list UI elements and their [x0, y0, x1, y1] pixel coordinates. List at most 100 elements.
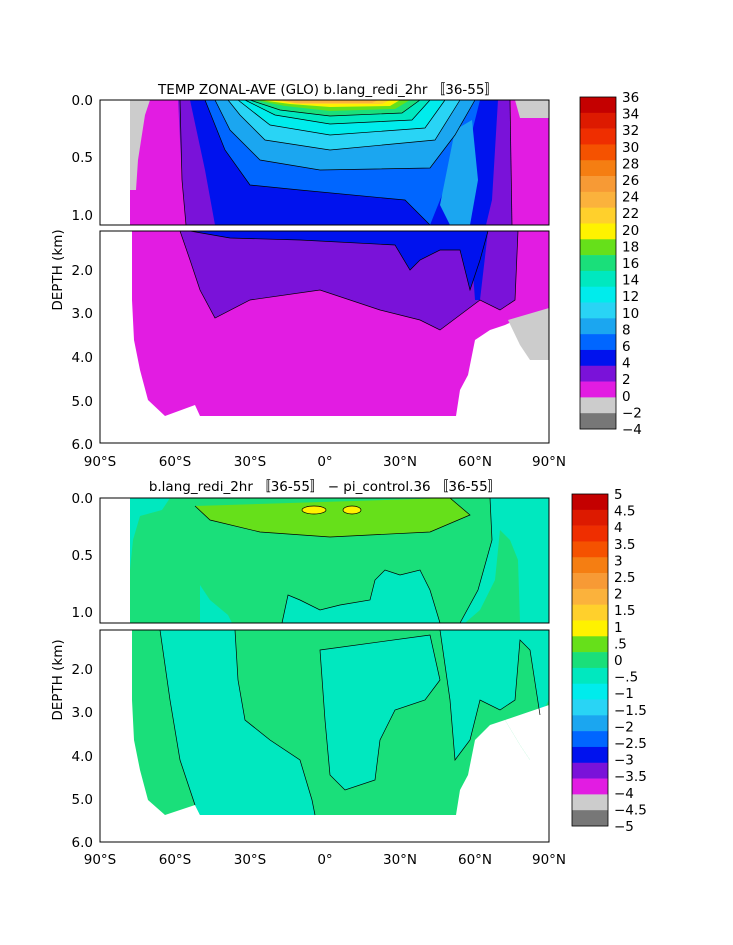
colorbar-swatch [572, 604, 608, 621]
colorbar-swatch [572, 525, 608, 542]
y-tick-label: 4.0 [72, 749, 93, 765]
colorbar-tick-label: 24 [622, 190, 639, 206]
colorbar-frame [579, 96, 617, 430]
colorbar-tick-label: 6 [622, 339, 631, 355]
x-tick-label: 30°S [234, 852, 267, 868]
colorbar-tick-label: 34 [622, 107, 639, 123]
colorbar-tick-label: −4 [622, 422, 642, 438]
colorbar-swatch [580, 318, 616, 335]
colorbar-tick-label: 2 [622, 372, 631, 388]
colorbar-swatch [572, 778, 608, 795]
colorbar-tick-label: −3 [614, 753, 634, 769]
colorbar-swatch [580, 191, 616, 208]
colorbar-tick-label: −3.5 [614, 769, 647, 785]
x-tick-label: 60°S [159, 852, 192, 868]
colorbar-tick-label: 8 [622, 322, 631, 338]
y-tick-label: 5.0 [72, 394, 93, 410]
colorbar-swatch [580, 144, 616, 161]
colorbar-tick-label: 12 [622, 289, 639, 305]
colorbar-tick-label: 4 [622, 356, 631, 372]
colorbar-swatch [580, 349, 616, 367]
colorbar-swatch [572, 715, 608, 732]
x-tick-label: 90°S [84, 852, 117, 868]
y-tick-label: 3.0 [72, 705, 93, 721]
upper-plot-frame [99, 497, 550, 624]
colorbar-swatch [580, 112, 616, 129]
upper-plot-area [99, 99, 550, 226]
colorbar-swatch [572, 810, 608, 827]
colorbar-swatch [580, 397, 616, 414]
lower-plot-frame [99, 629, 550, 843]
colorbar-tick-label: −.5 [614, 670, 638, 686]
y-tick-label: 0.0 [72, 93, 93, 109]
colorbar-swatch [572, 731, 608, 748]
x-tick-label: 30°N [383, 454, 417, 470]
colorbar-swatch [580, 381, 616, 398]
colorbar-swatch [580, 334, 616, 351]
x-tick-label: 0° [317, 454, 332, 470]
y-tick-label: 2.0 [72, 662, 93, 678]
lower-plot-area [99, 629, 550, 843]
y-tick-label: 3.0 [72, 306, 93, 322]
x-tick-label: 0° [317, 852, 332, 868]
x-tick-label: 60°N [458, 852, 492, 868]
colorbar-tick-label: 28 [622, 156, 639, 172]
colorbar-tick-label: −5 [614, 819, 634, 835]
colorbar-tick-label: 18 [622, 239, 639, 255]
colorbar-tick-label: 30 [622, 140, 639, 156]
colorbar-tick-label: .5 [614, 636, 627, 652]
colorbar-swatch [572, 652, 608, 669]
y-tick-label: 0.0 [72, 491, 93, 507]
colorbar-swatch [580, 302, 616, 319]
colorbar-swatch [580, 128, 616, 145]
colorbar-swatch [580, 160, 616, 177]
colorbar-swatch [580, 270, 616, 288]
y-axis: 0.0 0.5 1.0 2.0 3.0 4.0 5.0 6.0 DEPTH (k… [50, 93, 93, 453]
colorbar-swatch [580, 255, 616, 272]
y-tick-label: 1.0 [72, 605, 93, 621]
colorbar-swatch [580, 365, 616, 382]
colorbar-swatch [572, 794, 608, 811]
colorbar-swatch [572, 667, 608, 685]
colorbar-swatch [580, 286, 616, 303]
panel-temperature: TEMP ZONAL-AVE (GLO) b.lang_redi_2hr 〚36… [50, 82, 642, 470]
colorbar-tick-label: 16 [622, 256, 639, 272]
colorbar-swatch [572, 541, 608, 558]
colorbar-tick-label: 26 [622, 173, 639, 189]
colorbar-tick-label: −2.5 [614, 736, 647, 752]
colorbar-tick-label: 36 [622, 90, 639, 106]
colorbar-tick-label: 14 [622, 273, 639, 289]
colorbar-tick-label: 1 [614, 620, 623, 636]
colorbar-tick-label: 32 [622, 123, 639, 139]
x-tick-label: 60°S [159, 454, 192, 470]
colorbar-tick-label: 4.5 [614, 504, 635, 520]
lower-plot-area [99, 230, 550, 444]
x-tick-label: 60°N [458, 454, 492, 470]
colorbar-tick-label: 4 [614, 520, 623, 536]
colorbar-swatch [580, 176, 616, 193]
y-tick-label: 0.5 [72, 150, 93, 166]
x-axis: 90°S 60°S 30°S 0° 30°N 60°N 90°N [84, 454, 566, 470]
colorbar-swatch [572, 746, 608, 764]
colorbar-tick-label: 22 [622, 206, 639, 222]
y-tick-label: 4.0 [72, 350, 93, 366]
x-tick-label: 30°N [383, 852, 417, 868]
colorbar-frame [571, 493, 609, 827]
y-tick-label: 6.0 [72, 437, 93, 453]
colorbar-swatch [572, 620, 608, 637]
colorbar-swatch [572, 509, 608, 526]
x-tick-label: 90°S [84, 454, 117, 470]
colorbar: 54.543.532.521.51.50−.5−1−1.5−2−2.5−3−3.… [571, 487, 647, 835]
colorbar-swatch [572, 683, 608, 700]
x-tick-label: 90°N [532, 852, 566, 868]
colorbar-tick-label: −4 [614, 786, 634, 802]
colorbar-swatch [572, 588, 608, 605]
colorbar-tick-label: −1.5 [614, 703, 647, 719]
colorbar-tick-label: −2 [622, 405, 642, 421]
colorbar-swatch [580, 97, 616, 114]
colorbar-tick-label: 0 [622, 389, 631, 405]
colorbar-swatch [580, 223, 616, 240]
colorbar-tick-label: 3.5 [614, 537, 635, 553]
x-tick-label: 30°S [234, 454, 267, 470]
